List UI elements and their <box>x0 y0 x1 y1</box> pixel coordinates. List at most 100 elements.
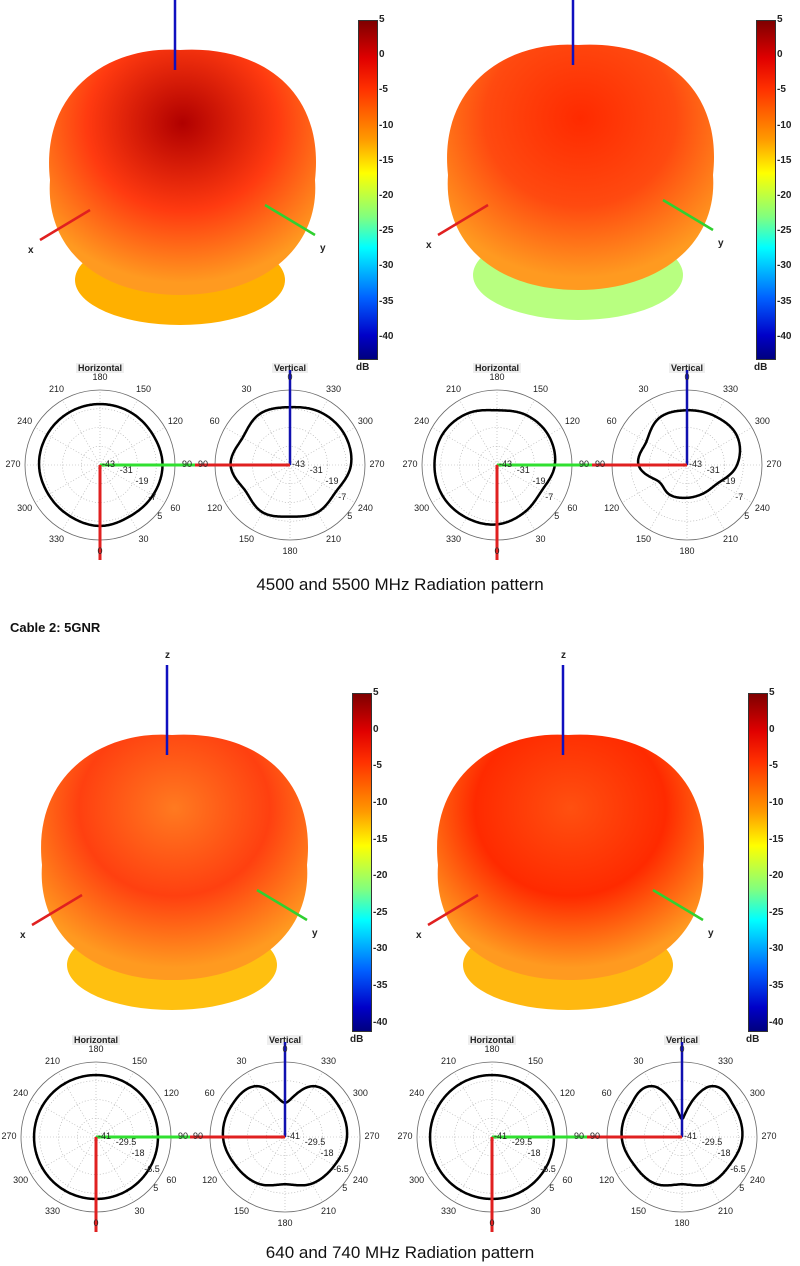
polar-angle-label: 30 <box>241 383 252 394</box>
polar-angle-label: 90 <box>197 459 208 469</box>
polar-spoke <box>616 1099 683 1138</box>
polar-angle-label: 240 <box>357 502 373 513</box>
polar-angle-label: 300 <box>13 1174 29 1185</box>
polar-spoke <box>95 1136 134 1203</box>
polar-spoke <box>681 1136 720 1203</box>
polar-angle-label: 150 <box>532 383 549 394</box>
polar-spoke <box>491 1071 530 1138</box>
polar-ring-label: 5 <box>549 1182 555 1193</box>
polar-angle-label: 30 <box>633 1055 644 1066</box>
polar-angle-label: 0 <box>93 1218 99 1228</box>
polar-spoke <box>681 1071 720 1138</box>
polar-spoke <box>95 1099 162 1138</box>
polar-ring-label: 5 <box>347 510 353 521</box>
polar-spoke <box>616 1136 683 1175</box>
polar-spoke <box>681 1136 748 1175</box>
colorbar-tick: 5 <box>379 14 385 25</box>
polar-spoke <box>454 1071 493 1138</box>
polar-angle-label: 180 <box>282 546 298 556</box>
colorbar-tick: -30 <box>379 260 394 272</box>
pattern-surface <box>41 734 309 980</box>
polar-angle-label: 210 <box>325 534 342 545</box>
colorbar-tick: -40 <box>379 330 394 342</box>
polar-angle-label: 120 <box>564 415 580 426</box>
polar-ring-label: -6.5 <box>730 1163 746 1174</box>
polar-angle-label: 150 <box>527 1055 544 1066</box>
polar-spoke <box>686 464 725 531</box>
polar-spoke <box>219 1099 286 1138</box>
colorbar-tick: 0 <box>769 723 775 735</box>
polar-ring-label: 5 <box>153 1182 159 1193</box>
polar-title: Vertical <box>668 363 706 373</box>
polar-ring-label: -43 <box>498 459 512 470</box>
radiation-3d-plot <box>39 0 317 325</box>
polar-angle-label: 180 <box>92 372 108 382</box>
polar-angle-label: 300 <box>352 1087 368 1098</box>
polar-ring-label: -29.5 <box>511 1137 533 1148</box>
colorbar-tick: -35 <box>777 295 792 307</box>
polar-ring-label: -31 <box>309 465 323 476</box>
x-axis <box>427 893 479 927</box>
colorbar-tick: -30 <box>777 260 792 272</box>
colorbar-unit: dB <box>746 1034 760 1045</box>
polar-angle-label: 300 <box>357 415 373 426</box>
polar-spoke <box>289 464 328 531</box>
z-axis-label: z <box>561 650 566 661</box>
x-axis-label: x <box>28 245 34 256</box>
polar-spoke <box>30 1136 97 1175</box>
polar-angle-label: 60 <box>209 415 220 426</box>
polar-spoke <box>644 1071 683 1138</box>
polar-ring-label: -6.5 <box>144 1163 160 1174</box>
polar-spoke <box>686 399 725 466</box>
polar-angle-label: 330 <box>44 1206 61 1217</box>
polar-ring-label: -6.5 <box>540 1163 556 1174</box>
polar-angle-label: 270 <box>761 1131 777 1141</box>
polar-spoke <box>219 1136 286 1175</box>
polar-spoke <box>62 399 101 466</box>
polar-spoke <box>34 464 101 503</box>
x-axis <box>39 208 91 242</box>
colorbar-unit: dB <box>754 362 768 373</box>
polar-ring-label: -7 <box>338 491 347 502</box>
polar-angle-label: 90 <box>578 459 589 469</box>
polar-angle-label: 210 <box>717 1206 734 1217</box>
polar-spoke <box>34 427 101 466</box>
polar-angle-label: 330 <box>48 534 65 545</box>
polar-ring-label: -19 <box>532 476 546 487</box>
polar-angle-label: 150 <box>630 1206 647 1217</box>
polar-ring-label: -41 <box>286 1131 300 1142</box>
colorbar-tick: -15 <box>379 154 394 166</box>
polar-ring-label: -7 <box>148 491 157 502</box>
polar-spoke <box>496 464 563 503</box>
polar-angle-label: 120 <box>599 1174 615 1185</box>
pattern-surface <box>437 734 705 980</box>
pattern-surface <box>447 44 715 290</box>
polar-angle-label: 210 <box>440 1055 457 1066</box>
polar-ring-label: -31 <box>119 465 133 476</box>
polar-spoke <box>649 399 688 466</box>
polar-angle-label: 270 <box>5 459 21 469</box>
polar-angle-label: 30 <box>535 534 546 545</box>
polar-angle-label: 30 <box>638 383 649 394</box>
polar-angle-label: 300 <box>754 415 770 426</box>
polar-angle-label: 60 <box>166 1174 177 1185</box>
polar-spoke <box>491 1099 558 1138</box>
colorbar-tick: -5 <box>379 84 388 96</box>
radiation-3d-plot <box>427 665 705 1010</box>
polar-angle-label: 0 <box>489 1218 495 1228</box>
figure-caption-1: 4500 and 5500 MHz Radiation pattern <box>256 575 544 594</box>
x-axis <box>31 893 83 927</box>
polar-ring-label: 5 <box>342 1182 348 1193</box>
polar-spoke <box>649 464 688 531</box>
polar-spoke <box>58 1136 97 1203</box>
polar-angle-label: 180 <box>489 372 505 382</box>
polar-spoke <box>686 464 753 503</box>
colorbar-tick: -15 <box>777 154 792 166</box>
polar-spoke <box>621 464 688 503</box>
polar-angle-label: 90 <box>192 1131 203 1141</box>
polar-angle-label: 180 <box>484 1044 500 1054</box>
polar-angle-label: 240 <box>13 1087 29 1098</box>
polar-angle-label: 330 <box>445 534 462 545</box>
polar-angle-label: 270 <box>369 459 385 469</box>
polar-angle-label: 210 <box>48 383 65 394</box>
